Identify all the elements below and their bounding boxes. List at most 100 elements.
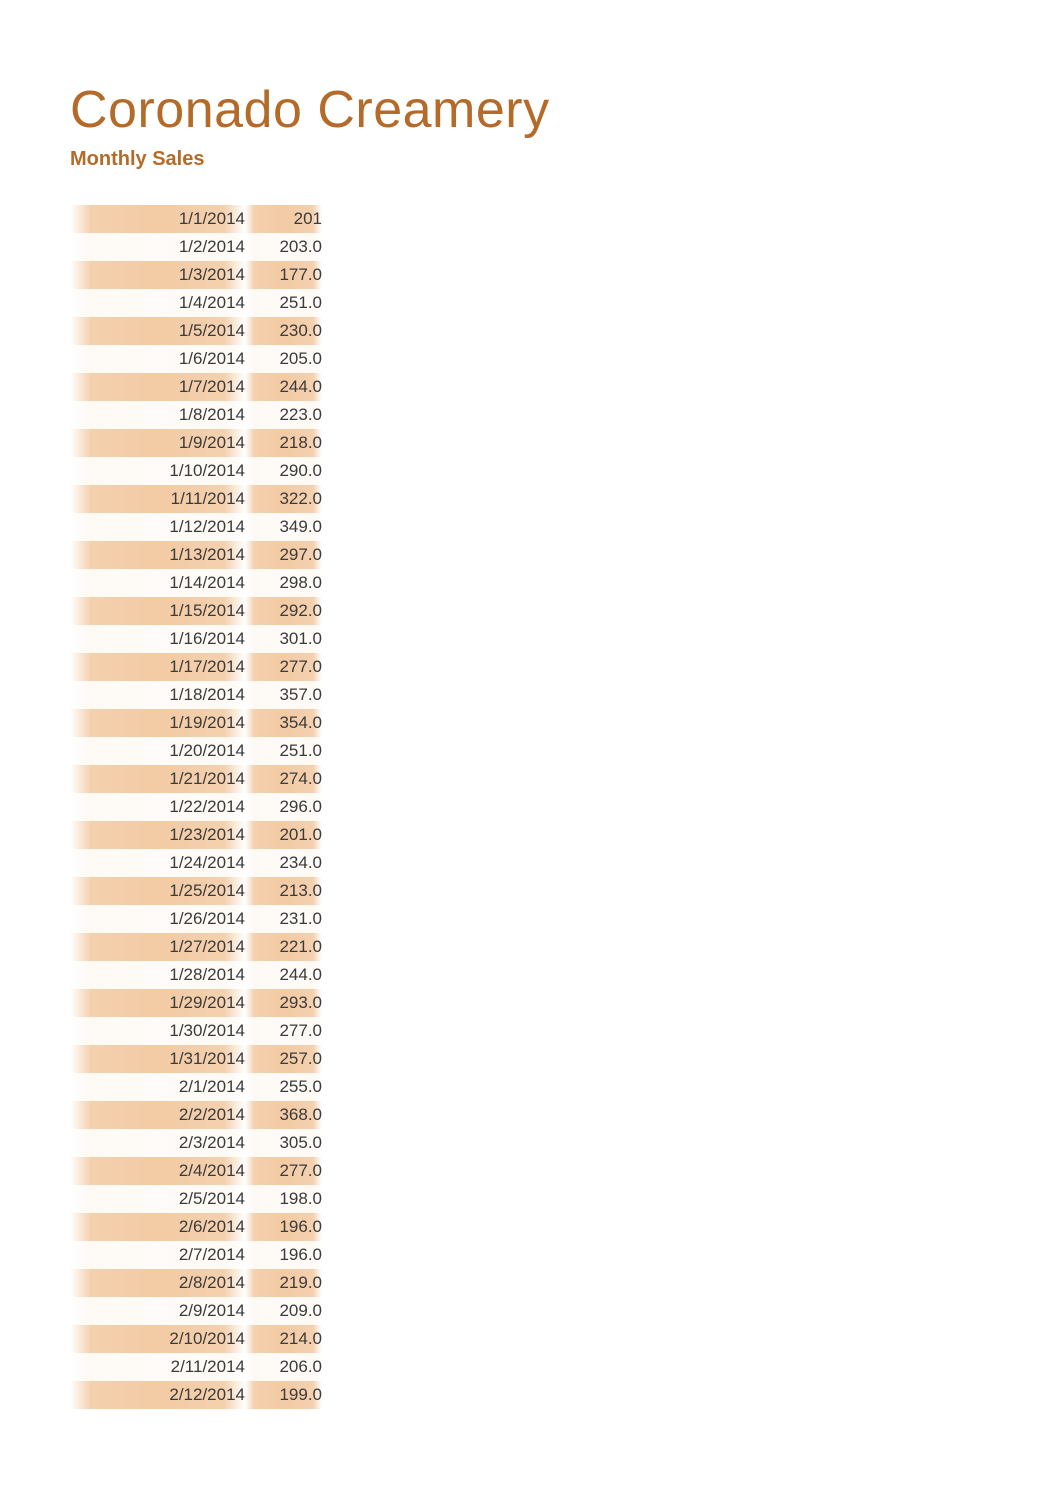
table-row: 1/25/2014213.0 xyxy=(70,877,322,905)
value-cell: 219.0 xyxy=(245,1269,322,1297)
value-cell: 223.0 xyxy=(245,401,322,429)
value-cell: 354.0 xyxy=(245,709,322,737)
date-cell: 2/12/2014 xyxy=(70,1381,245,1409)
date-cell: 2/3/2014 xyxy=(70,1129,245,1157)
table-row: 2/8/2014219.0 xyxy=(70,1269,322,1297)
table-row: 1/22/2014296.0 xyxy=(70,793,322,821)
table-row: 1/26/2014231.0 xyxy=(70,905,322,933)
value-cell: 277.0 xyxy=(245,1157,322,1185)
date-cell: 1/5/2014 xyxy=(70,317,245,345)
value-cell: 368.0 xyxy=(245,1101,322,1129)
table-row: 1/24/2014234.0 xyxy=(70,849,322,877)
date-cell: 1/4/2014 xyxy=(70,289,245,317)
table-row: 1/28/2014244.0 xyxy=(70,961,322,989)
date-cell: 2/8/2014 xyxy=(70,1269,245,1297)
date-cell: 1/12/2014 xyxy=(70,513,245,541)
date-cell: 1/10/2014 xyxy=(70,457,245,485)
table-row: 2/7/2014196.0 xyxy=(70,1241,322,1269)
value-cell: 244.0 xyxy=(245,961,322,989)
date-cell: 1/9/2014 xyxy=(70,429,245,457)
value-cell: 206.0 xyxy=(245,1353,322,1381)
date-cell: 1/6/2014 xyxy=(70,345,245,373)
table-row: 1/23/2014201.0 xyxy=(70,821,322,849)
date-cell: 2/2/2014 xyxy=(70,1101,245,1129)
date-cell: 1/8/2014 xyxy=(70,401,245,429)
table-row: 1/5/2014230.0 xyxy=(70,317,322,345)
table-row: 2/10/2014214.0 xyxy=(70,1325,322,1353)
value-cell: 177.0 xyxy=(245,261,322,289)
table-row: 1/11/2014322.0 xyxy=(70,485,322,513)
value-cell: 201 xyxy=(245,205,322,233)
date-cell: 1/3/2014 xyxy=(70,261,245,289)
page-subtitle: Monthly Sales xyxy=(70,148,992,171)
table-row: 1/6/2014205.0 xyxy=(70,345,322,373)
table-row: 1/18/2014357.0 xyxy=(70,681,322,709)
value-cell: 274.0 xyxy=(245,765,322,793)
date-cell: 2/5/2014 xyxy=(70,1185,245,1213)
sales-table: 1/1/20142011/2/2014203.01/3/2014177.01/4… xyxy=(70,205,322,1409)
date-cell: 2/10/2014 xyxy=(70,1325,245,1353)
table-row: 2/6/2014196.0 xyxy=(70,1213,322,1241)
table-row: 2/3/2014305.0 xyxy=(70,1129,322,1157)
date-cell: 1/25/2014 xyxy=(70,877,245,905)
value-cell: 196.0 xyxy=(245,1213,322,1241)
date-cell: 1/27/2014 xyxy=(70,933,245,961)
value-cell: 205.0 xyxy=(245,345,322,373)
value-cell: 234.0 xyxy=(245,849,322,877)
date-cell: 2/9/2014 xyxy=(70,1297,245,1325)
value-cell: 292.0 xyxy=(245,597,322,625)
value-cell: 255.0 xyxy=(245,1073,322,1101)
date-cell: 1/13/2014 xyxy=(70,541,245,569)
value-cell: 218.0 xyxy=(245,429,322,457)
value-cell: 305.0 xyxy=(245,1129,322,1157)
table-row: 1/7/2014244.0 xyxy=(70,373,322,401)
value-cell: 221.0 xyxy=(245,933,322,961)
table-row: 2/5/2014198.0 xyxy=(70,1185,322,1213)
table-row: 1/10/2014290.0 xyxy=(70,457,322,485)
date-cell: 1/30/2014 xyxy=(70,1017,245,1045)
table-row: 1/19/2014354.0 xyxy=(70,709,322,737)
table-row: 1/8/2014223.0 xyxy=(70,401,322,429)
table-row: 2/11/2014206.0 xyxy=(70,1353,322,1381)
table-row: 1/1/2014201 xyxy=(70,205,322,233)
table-row: 1/3/2014177.0 xyxy=(70,261,322,289)
date-cell: 1/11/2014 xyxy=(70,485,245,513)
value-cell: 349.0 xyxy=(245,513,322,541)
date-cell: 2/6/2014 xyxy=(70,1213,245,1241)
table-row: 2/4/2014277.0 xyxy=(70,1157,322,1185)
date-cell: 1/17/2014 xyxy=(70,653,245,681)
date-cell: 1/18/2014 xyxy=(70,681,245,709)
value-cell: 297.0 xyxy=(245,541,322,569)
table-row: 1/27/2014221.0 xyxy=(70,933,322,961)
value-cell: 251.0 xyxy=(245,737,322,765)
date-cell: 1/31/2014 xyxy=(70,1045,245,1073)
table-row: 1/17/2014277.0 xyxy=(70,653,322,681)
value-cell: 230.0 xyxy=(245,317,322,345)
document-page: Coronado Creamery Monthly Sales 1/1/2014… xyxy=(0,0,1062,1481)
value-cell: 277.0 xyxy=(245,1017,322,1045)
table-row: 1/14/2014298.0 xyxy=(70,569,322,597)
date-cell: 1/21/2014 xyxy=(70,765,245,793)
date-cell: 1/29/2014 xyxy=(70,989,245,1017)
value-cell: 301.0 xyxy=(245,625,322,653)
value-cell: 293.0 xyxy=(245,989,322,1017)
value-cell: 201.0 xyxy=(245,821,322,849)
date-cell: 1/14/2014 xyxy=(70,569,245,597)
table-row: 1/4/2014251.0 xyxy=(70,289,322,317)
date-cell: 1/28/2014 xyxy=(70,961,245,989)
value-cell: 290.0 xyxy=(245,457,322,485)
date-cell: 1/1/2014 xyxy=(70,205,245,233)
value-cell: 244.0 xyxy=(245,373,322,401)
value-cell: 199.0 xyxy=(245,1381,322,1409)
value-cell: 198.0 xyxy=(245,1185,322,1213)
value-cell: 214.0 xyxy=(245,1325,322,1353)
value-cell: 298.0 xyxy=(245,569,322,597)
table-row: 1/30/2014277.0 xyxy=(70,1017,322,1045)
date-cell: 1/24/2014 xyxy=(70,849,245,877)
table-row: 1/16/2014301.0 xyxy=(70,625,322,653)
table-row: 1/15/2014292.0 xyxy=(70,597,322,625)
date-cell: 1/16/2014 xyxy=(70,625,245,653)
value-cell: 357.0 xyxy=(245,681,322,709)
table-row: 2/1/2014255.0 xyxy=(70,1073,322,1101)
date-cell: 1/19/2014 xyxy=(70,709,245,737)
